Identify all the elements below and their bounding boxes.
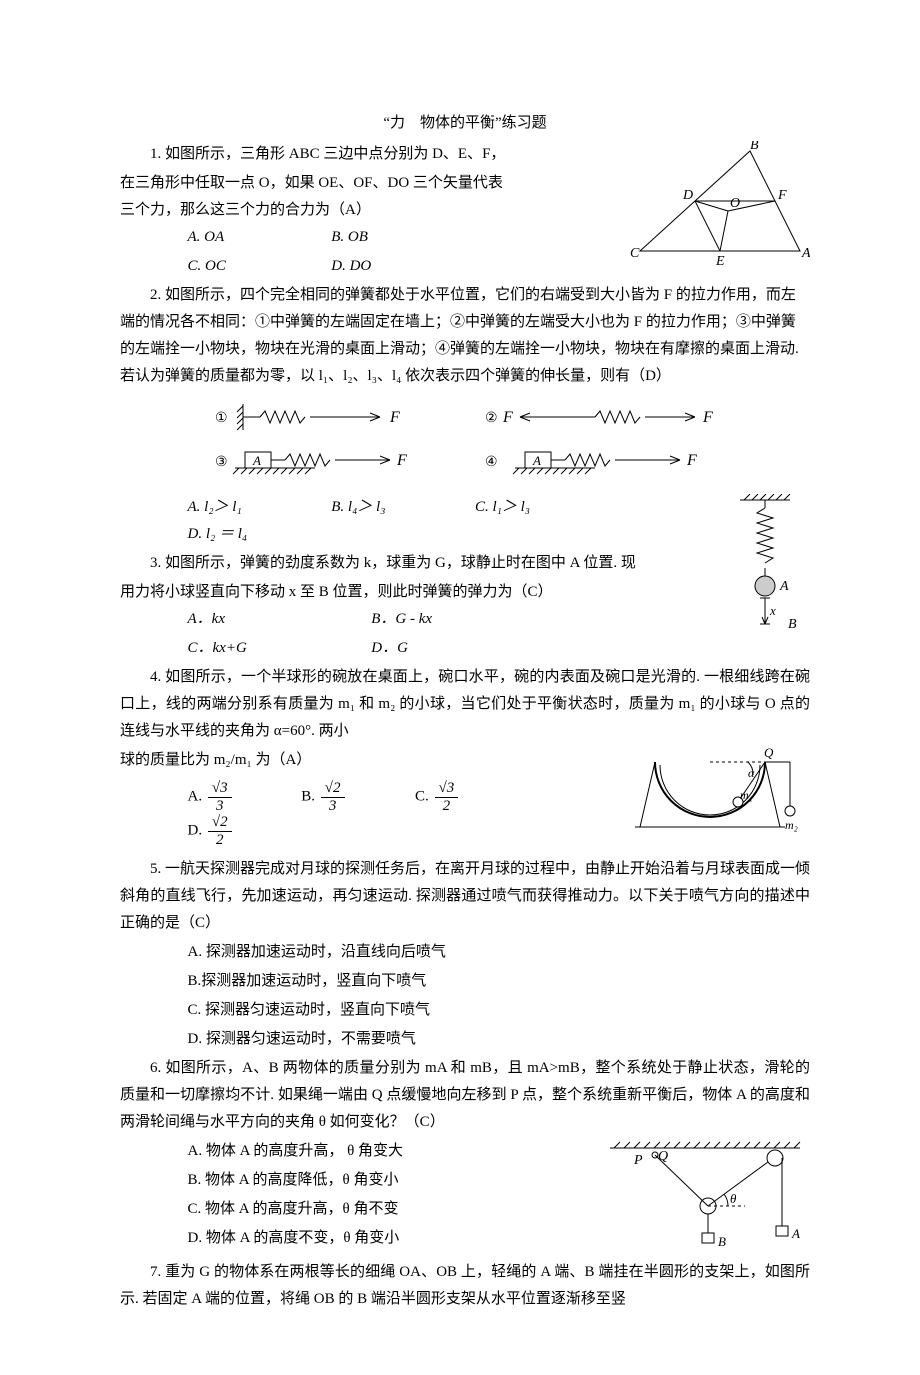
q3-figure: A x B [720,494,810,644]
spring-2: ② F F [485,400,715,434]
q4-stem-l1: 4. 如图所示，一个半球形的碗放在桌面上，碗口水平，碗的内表面及碗口是光滑的. … [120,664,810,745]
q2-opt-c: C. l₁＞ l₃ [475,494,615,521]
q2-stem: 2. 如图所示，四个完全相同的弹簧都处于水平位置，它们的右端受到大小皆为 F 的… [120,282,810,390]
q2-springs-row2: ③ A F ④ A F [120,444,810,484]
spring-4: ④ A F [485,444,715,484]
spring-3: ③ A F [215,444,425,484]
lbl-D: D [682,188,693,203]
q3-stem-l2: 用力将小球竖直向下移动 x 至 B 位置，则此时弹簧的弹力为（C） [120,579,810,606]
svg-text:B: B [718,1234,726,1249]
q3-options-r1: A．kx B．G - kx [120,606,810,633]
svg-text:B: B [788,617,797,632]
svg-text:A: A [252,453,261,468]
q2-opt-d: D. l₂ ＝ l₄ [188,521,298,548]
svg-text:F: F [502,409,513,426]
svg-text:P: P [633,1153,643,1168]
svg-text:③: ③ [215,455,228,470]
svg-text:F: F [396,452,407,469]
q3-opt-c: C．kx+G [188,635,368,662]
title: “力 物体的平衡”练习题 [120,110,810,137]
q5-opt-d: D. 探测器匀速运动时，不需要喷气 [120,1026,810,1053]
svg-text:Q: Q [658,1149,668,1164]
q1-opt-b: B. OB [331,224,471,251]
svg-text:②: ② [485,411,498,426]
svg-text:θ: θ [730,1191,737,1206]
svg-text:F: F [389,409,400,426]
q2-opt-a: A. l₂＞ l₁ [188,494,328,521]
q2-springs-row1: ① F ② F F [120,400,810,434]
lbl-O: O [730,196,740,211]
q3-opt-b: B．G - kx [371,606,432,633]
q1-opt-c: C. OC [188,253,328,280]
q3-opt-d: D．G [371,635,408,662]
svg-text:④: ④ [485,455,498,470]
svg-text:F: F [702,409,713,426]
q2-opt-b: B. l₄＞ l₃ [331,494,471,521]
svg-text:α: α [748,766,755,780]
q5-opt-a: A. 探测器加速运动时，沿直线向后喷气 [120,939,810,966]
q6-stem: 6. 如图所示，A、B 两物体的质量分别为 mA 和 mB，且 mA>mB，整个… [120,1055,810,1136]
q5-stem: 5. 一航天探测器完成对月球的探测任务后，在离开月球的过程中，由静止开始沿着与月… [120,856,810,937]
q6-figure: P Q θ B A [600,1138,810,1253]
q3-stem-l1: 3. 如图所示，弹簧的劲度系数为 k，球重为 G，球静止时在图中 A 位置. 现 [120,550,810,577]
lbl-A: A [801,246,810,261]
svg-text:m₁: m₁ [740,788,753,802]
q2-options: A. l₂＞ l₁ B. l₄＞ l₃ C. l₁＞ l₃ D. l₂ ＝ l₄ [120,494,810,548]
svg-text:m₂: m₂ [785,818,798,832]
q5-opt-b: B.探测器加速运动时，竖直向下喷气 [120,968,810,995]
svg-text:①: ① [215,411,228,426]
q1-opt-d: D. DO [331,253,471,280]
lbl-B: B [750,141,759,153]
q4-figure: Q α m₁ m₂ [630,747,810,842]
svg-text:x: x [769,603,776,618]
svg-text:F: F [686,452,697,469]
lbl-E: E [715,254,725,266]
q3-opt-a: A．kx [188,606,368,633]
svg-text:A: A [532,453,541,468]
svg-text:A: A [791,1226,800,1241]
q3-options-r2: C．kx+G D．G [120,635,810,662]
q7-stem: 7. 重为 G 的物体系在两根等长的细绳 OA、OB 上，轻绳的 A 端、B 端… [120,1259,810,1313]
lbl-C: C [630,246,640,261]
spring-1: ① F [215,400,425,434]
svg-text:Q: Q [764,747,774,760]
q5-opt-c: C. 探测器匀速运动时，竖直向下喷气 [120,997,810,1024]
q1-figure: B A C D F E O [630,141,810,266]
q1-opt-a: A. OA [188,224,328,251]
lbl-F: F [777,188,787,203]
svg-text:A: A [779,579,789,594]
